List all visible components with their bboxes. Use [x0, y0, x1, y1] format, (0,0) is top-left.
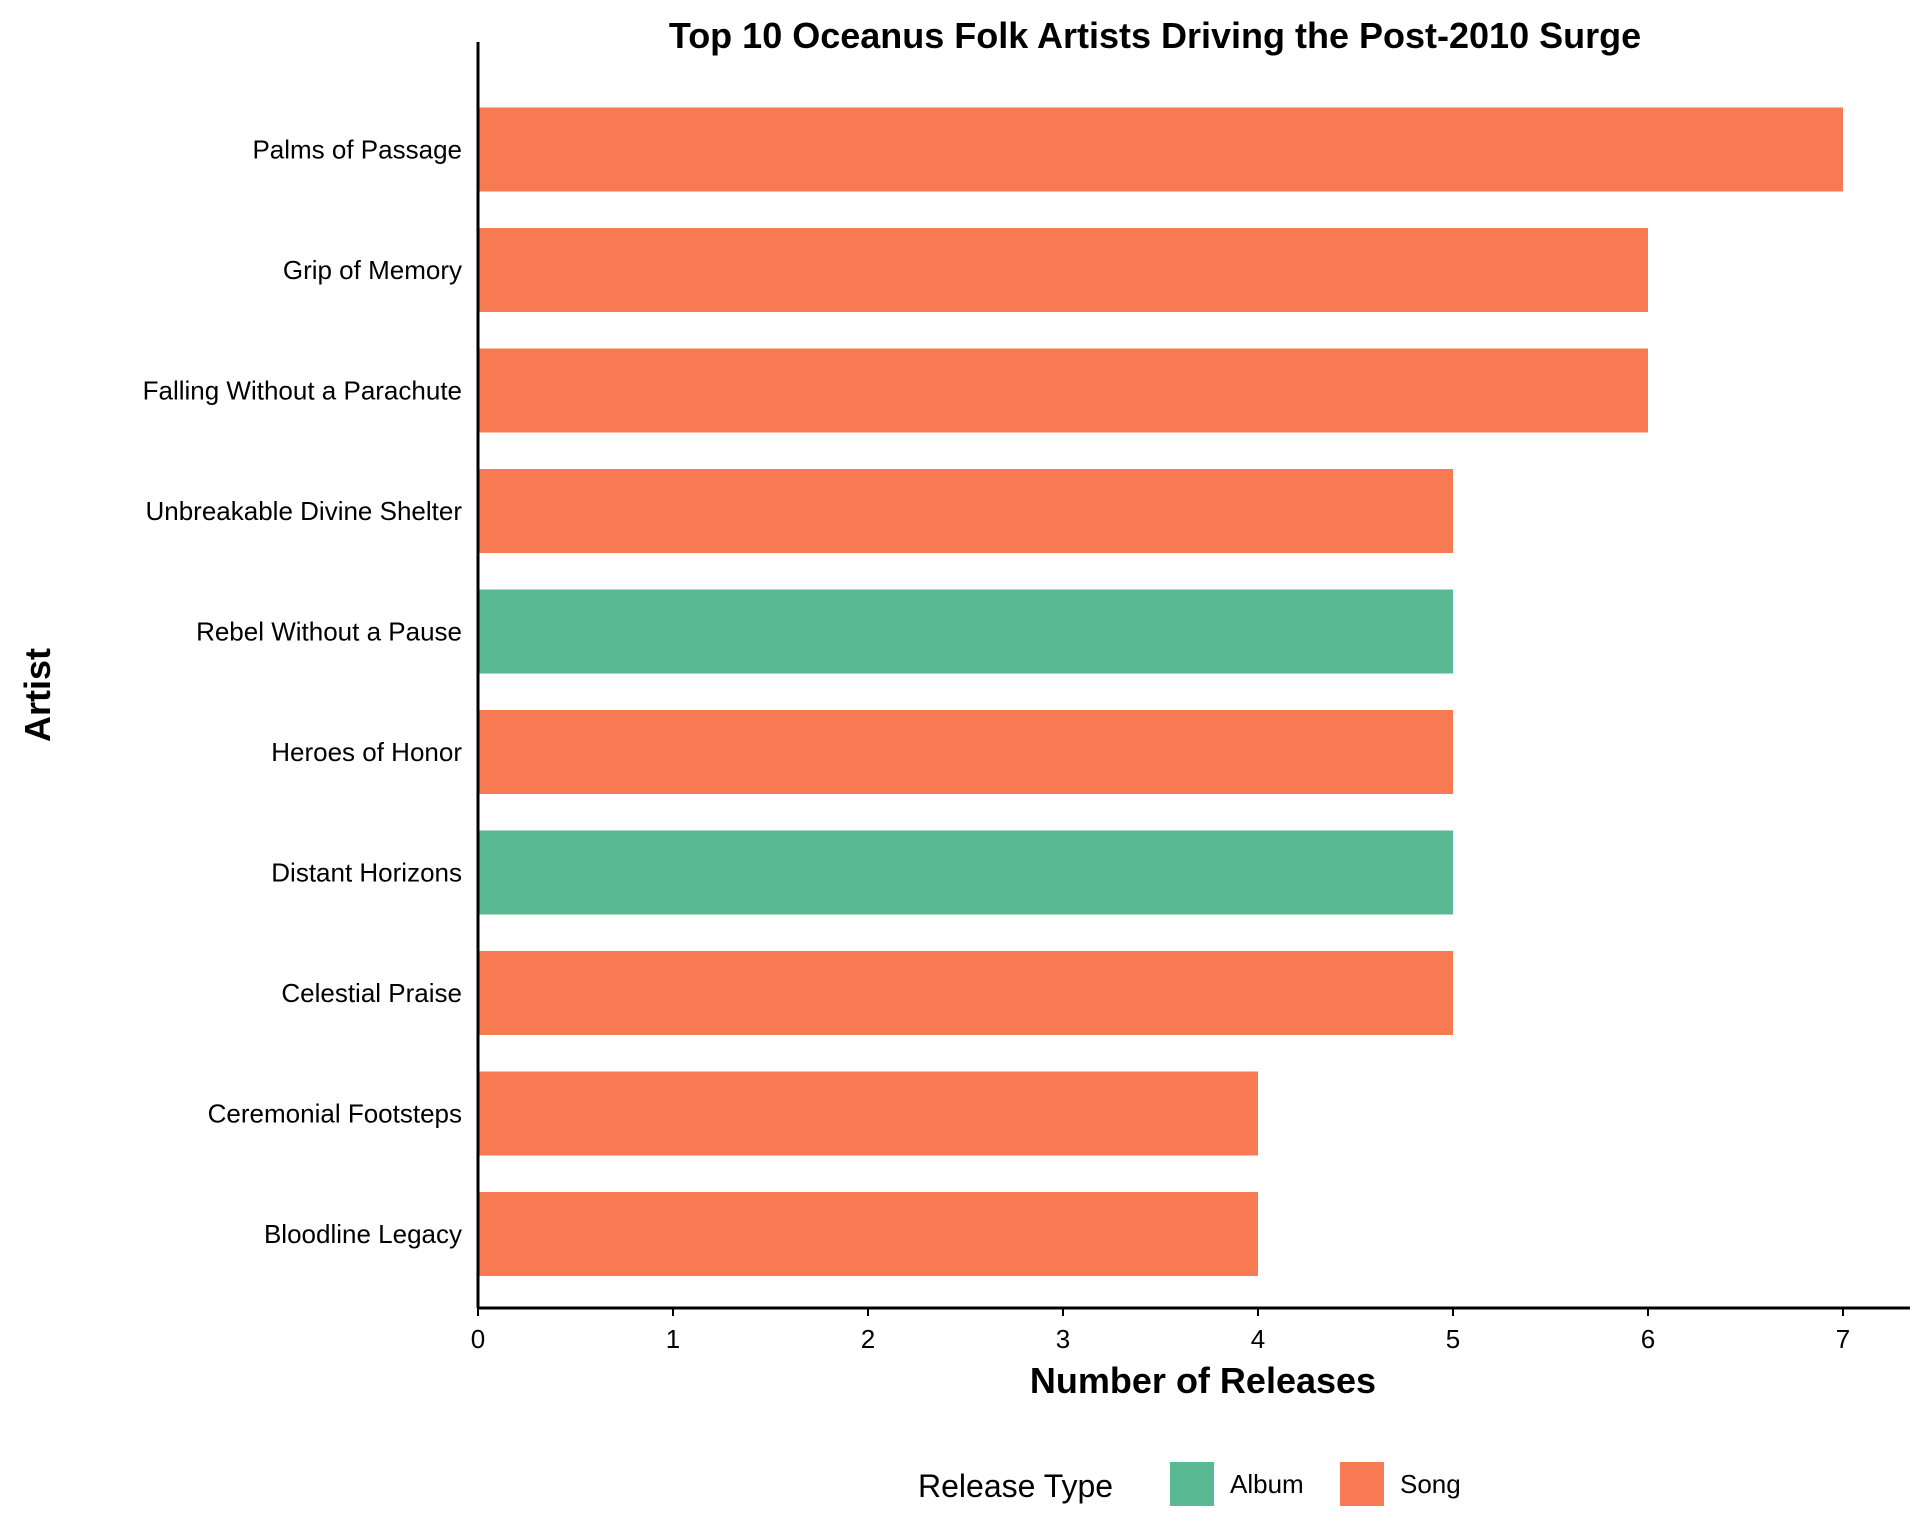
legend-swatch-album: [1170, 1462, 1214, 1506]
legend-swatch-song: [1340, 1462, 1384, 1506]
x-tick-label: 4: [1251, 1324, 1265, 1354]
y-tick-label: Celestial Praise: [281, 978, 462, 1008]
y-tick-label: Distant Horizons: [271, 858, 462, 888]
y-tick-label: Rebel Without a Pause: [196, 617, 462, 647]
bar-heroes-of-honor: [478, 710, 1453, 794]
y-axis-label: Artist: [17, 648, 58, 742]
bar-celestial-praise: [478, 951, 1453, 1035]
x-tick-label: 1: [666, 1324, 680, 1354]
bar-bloodline-legacy: [478, 1192, 1258, 1276]
legend: Release Type Album Song: [918, 1462, 1461, 1506]
x-tick-label: 6: [1641, 1324, 1655, 1354]
y-tick-label: Bloodline Legacy: [264, 1219, 462, 1249]
x-tick-label: 0: [471, 1324, 485, 1354]
x-axis-label: Number of Releases: [1030, 1360, 1376, 1401]
x-tick-label: 2: [861, 1324, 875, 1354]
x-tick-label: 3: [1056, 1324, 1070, 1354]
x-tick-label: 5: [1446, 1324, 1460, 1354]
bar-distant-horizons: [478, 830, 1453, 915]
chart-title: Top 10 Oceanus Folk Artists Driving the …: [669, 15, 1641, 56]
bar-palms-of-passage: [478, 107, 1843, 192]
y-tick-labels: Palms of Passage Grip of Memory Falling Wi…: [143, 135, 463, 1250]
bar-falling-without-a-parachute: [478, 348, 1648, 433]
x-tick-label: 7: [1836, 1324, 1850, 1354]
y-tick-label: Falling Without a Parachute: [143, 376, 462, 406]
y-tick-label: Heroes of Honor: [271, 737, 462, 767]
y-tick-label: Palms of Passage: [252, 135, 462, 165]
bars-group: [478, 107, 1843, 1276]
bar-rebel-without-a-pause: [478, 589, 1453, 674]
bar-unbreakable-divine-shelter: [478, 469, 1453, 553]
y-tick-label: Grip of Memory: [283, 255, 462, 285]
y-tick-label: Unbreakable Divine Shelter: [145, 496, 462, 526]
bar-grip-of-memory: [478, 228, 1648, 312]
legend-label-album: Album: [1230, 1469, 1304, 1499]
legend-label-song: Song: [1400, 1469, 1461, 1499]
x-ticks: 0 1 2 3 4 5 6 7: [471, 1308, 1850, 1354]
legend-title: Release Type: [918, 1468, 1113, 1504]
bar-ceremonial-footsteps: [478, 1071, 1258, 1156]
y-tick-label: Ceremonial Footsteps: [208, 1099, 462, 1129]
